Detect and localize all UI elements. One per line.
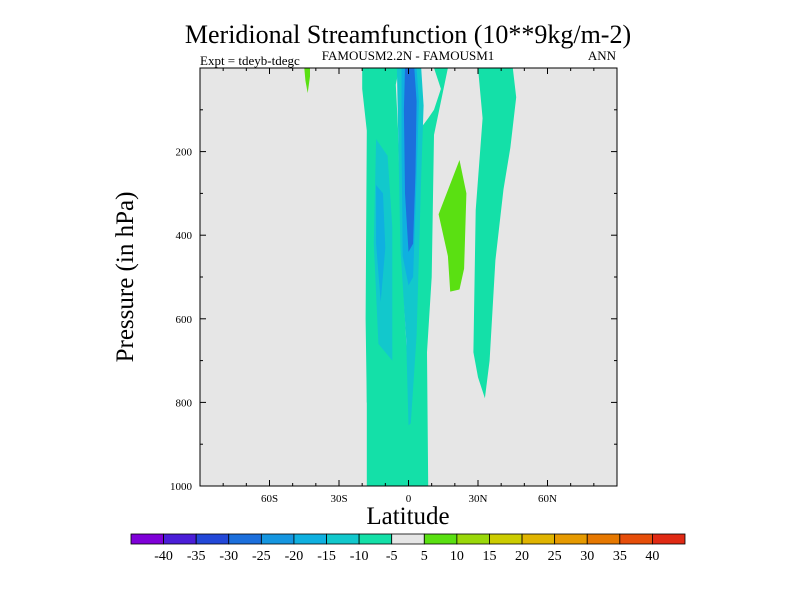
colorbar-label: 40 [645,549,659,564]
colorbar-label: 25 [548,549,562,564]
y-tick-label: 800 [176,397,193,409]
colorbar: -40 -35 -30 -25 -20 -15 -10 -5 5 10 15 20 25 30 35 40 [130,533,686,564]
y-tick-label: 1000 [170,481,193,493]
colorbar-swatch [521,533,556,545]
colorbar-swatch [456,533,490,545]
colorbar-label: -40 [154,549,173,564]
experiment-label: Expt = tdeyb-tdegc [200,53,300,68]
colorbar-swatch [554,533,588,545]
contour-fill-layer [304,68,517,486]
contour-region-8 [473,68,517,399]
colorbar-label: 35 [613,549,627,564]
colorbar-swatch [326,533,360,545]
colorbar-label: 10 [450,549,464,564]
x-tick-label: 60S [261,493,278,505]
y-tick-label: 600 [176,314,193,326]
y-axis-label: Pressure (in hPa) [112,192,139,363]
colorbar-swatch [358,533,393,545]
x-axis-label: Latitude [366,503,449,530]
x-tick-label: 30N [469,493,488,505]
colorbar-label: 15 [482,549,496,564]
y-tick-label: 200 [176,147,193,159]
colorbar-label: 20 [515,549,529,564]
colorbar-swatch [586,533,621,545]
colorbar-label: -5 [386,549,398,564]
colorbar-swatch [619,533,653,545]
colorbar-swatch [195,533,230,545]
colorbar-label: -15 [317,549,336,564]
x-tick-label: 0 [406,493,412,505]
colorbar-swatch [391,533,425,545]
colorbar-label: -35 [187,549,206,564]
colorbar-label: 5 [421,549,428,564]
x-tick-label: 30S [330,493,347,505]
contour-region-10 [438,160,467,292]
colorbar-swatch [652,533,686,545]
chart-title: Meridional Streamfunction (10**9kg/m-2) [185,20,631,49]
colorbar-swatch [163,533,197,545]
colorbar-swatch [260,533,295,545]
x-tick-label: 60N [538,493,557,505]
colorbar-swatch [489,533,523,545]
contour-region-7 [403,68,417,252]
colorbar-label: -20 [285,549,304,564]
contour-region-5 [376,185,386,303]
season-label: ANN [588,48,617,63]
colorbar-label: -30 [219,549,238,564]
colorbar-label: -25 [252,549,271,564]
colorbar-label: -10 [350,549,369,564]
colorbar-swatch [130,533,164,545]
contour-region-9 [304,68,310,94]
comparison-label: FAMOUSM2.2N - FAMOUSM1 [322,48,495,63]
colorbar-swatch [423,533,458,545]
colorbar-label: 30 [580,549,594,564]
colorbar-swatch [228,533,262,545]
axis-ticks: 60S 30S 0 30N 60N 200 400 600 800 1000 [170,68,617,505]
colorbar-swatch [293,533,327,545]
y-tick-label: 400 [176,230,193,242]
